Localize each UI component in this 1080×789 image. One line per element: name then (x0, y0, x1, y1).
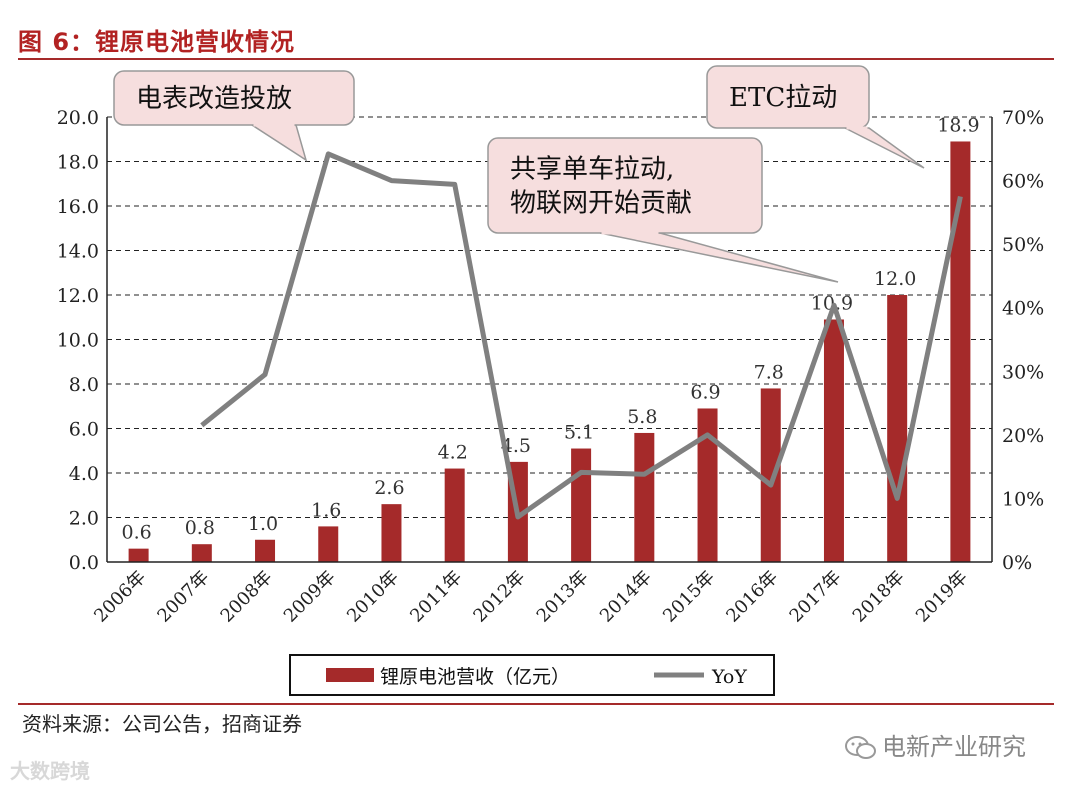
left-tick-label: 8.0 (69, 374, 99, 396)
bar-value-label: 6.9 (690, 381, 720, 403)
bar-value-label: 1.0 (248, 513, 278, 535)
right-tick-label: 10% (1002, 488, 1044, 510)
right-tick-label: 70% (1002, 107, 1044, 129)
bar (255, 539, 276, 562)
x-tick-label: 2010年 (343, 567, 403, 627)
bar (697, 408, 718, 562)
left-tick-label: 20.0 (57, 107, 99, 129)
bar-series (128, 141, 971, 562)
callout-text: 物联网开始贡献 (510, 189, 692, 219)
x-tick-label: 2009年 (280, 567, 340, 627)
bar (887, 295, 908, 562)
callout: 共享单车拉动, 物联网开始贡献 (487, 137, 839, 283)
callout-text: 共享单车拉动, (510, 155, 674, 185)
right-tick-label: 50% (1002, 234, 1044, 256)
callout-box (113, 70, 355, 126)
bar-value-label: 5.8 (627, 406, 657, 428)
wechat-icon (845, 736, 876, 759)
bar (128, 548, 149, 562)
bar-value-label: 4.2 (438, 442, 468, 464)
bar-labels: 0.6 0.8 1.0 1.6 2.6 4.2 4.5 5.1 5.8 6.9 7.8 10.9 12.… (121, 114, 979, 543)
right-tick-label: 0% (1002, 552, 1032, 574)
x-tick-label: 2006年 (90, 567, 150, 627)
x-tick-label: 2008年 (217, 567, 277, 627)
x-tick-label: 2016年 (722, 567, 782, 627)
x-tick-label: 2015年 (659, 567, 719, 627)
x-tick-label: 2013年 (533, 567, 593, 627)
bar (823, 319, 844, 562)
watermark-right-text: 电新产业研究 (882, 733, 1026, 761)
bar-value-label: 2.6 (374, 477, 404, 499)
x-tick-label: 2019年 (912, 567, 972, 627)
right-tick-label: 40% (1002, 298, 1044, 320)
bar (571, 448, 592, 562)
bar-value-label: 0.8 (185, 517, 215, 539)
bar (760, 388, 781, 562)
legend-label-line: YoY (711, 666, 747, 688)
left-tick-label: 12.0 (57, 285, 99, 307)
left-tick-label: 4.0 (69, 463, 99, 485)
bar-value-label: 18.9 (937, 114, 979, 136)
bar (444, 468, 465, 562)
x-tick-label: 2007年 (153, 567, 213, 627)
callout: ETC拉动 (706, 65, 925, 169)
right-tick-label: 20% (1002, 425, 1044, 447)
callout-box (487, 137, 763, 234)
figure-title: 图 6：锂原电池营收情况 (18, 28, 296, 56)
callout-tail (249, 124, 308, 162)
source-note: 资料来源：公司公告，招商证券 (22, 712, 302, 736)
right-tick-label: 60% (1002, 171, 1044, 193)
axes (106, 117, 993, 563)
legend: 锂原电池营收（亿元） YoY (289, 654, 775, 696)
chart: 0.6 0.8 1.0 1.6 2.6 4.2 4.5 5.1 5.8 6.9 7.8 10.9 12.… (57, 65, 1044, 696)
legend-label-bar: 锂原电池营收（亿元） (380, 666, 570, 688)
right-axis-ticks: 0% 10% 20% 30% 40% 50% 60% 70% (1002, 107, 1044, 574)
bar (381, 504, 402, 562)
bar (950, 141, 971, 562)
bar-value-label: 7.8 (754, 361, 784, 383)
bar-value-label: 0.6 (121, 522, 151, 544)
left-tick-label: 2.0 (69, 508, 99, 530)
x-tick-label: 2011年 (406, 567, 466, 627)
bar-value-label: 5.1 (564, 422, 594, 444)
yoy-line (200, 151, 963, 520)
left-axis-ticks: 0.0 2.0 4.0 6.0 8.0 10.0 12.0 14.0 16.0 18.0 20.0 (57, 107, 99, 574)
title-rule (18, 58, 1054, 60)
watermark-right: 电新产业研究 (844, 727, 1026, 762)
x-tick-label: 2014年 (596, 567, 656, 627)
watermark-left: 大数跨境 (10, 759, 90, 783)
callout-text: ETC拉动 (729, 83, 837, 113)
bar-value-label: 12.0 (874, 268, 916, 290)
callout: 电表改造投放 (113, 70, 355, 162)
left-tick-label: 18.0 (57, 152, 99, 174)
callout-box (706, 65, 870, 129)
callout-tail (599, 232, 839, 283)
left-tick-label: 14.0 (57, 241, 99, 263)
left-tick-label: 0.0 (69, 552, 99, 574)
callout-text: 电表改造投放 (136, 84, 292, 114)
footer-rule (18, 703, 1054, 705)
bar-value-label: 4.5 (501, 435, 531, 457)
bar (634, 432, 655, 562)
bar-value-label: 1.6 (311, 499, 341, 521)
left-tick-label: 16.0 (57, 196, 99, 218)
x-tick-label: 2012年 (469, 567, 529, 627)
right-tick-label: 30% (1002, 361, 1044, 383)
legend-swatch-bar (326, 668, 374, 682)
x-tick-label: 2017年 (786, 567, 846, 627)
bar (318, 526, 339, 562)
x-tick-label: 2018年 (849, 567, 909, 627)
left-tick-label: 10.0 (57, 330, 99, 352)
bar-value-label: 10.9 (811, 292, 853, 314)
x-axis-ticks: 2006年 2007年 2008年 2009年 2010年 2011年 2012年 2013年… (90, 567, 972, 627)
left-tick-label: 6.0 (69, 419, 99, 441)
bar (191, 544, 212, 562)
